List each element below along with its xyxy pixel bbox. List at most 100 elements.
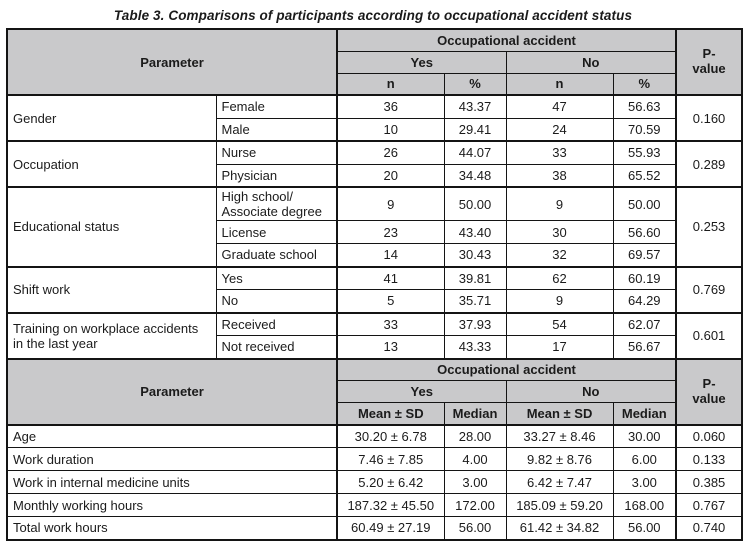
value-cell: 30.20 ± 6.78	[336, 424, 445, 448]
value-cell: 43.33	[443, 335, 507, 359]
value-cell: 9	[336, 186, 445, 221]
row-label: License	[215, 220, 338, 244]
value-cell: 70.59	[612, 117, 677, 142]
value-cell: 10	[336, 117, 445, 142]
value-cell: 43.40	[443, 220, 507, 244]
row-label-work-duration: Work duration	[6, 447, 338, 471]
p-value-cell: 0.160	[675, 94, 743, 142]
value-cell: 14	[336, 243, 445, 267]
header-mean-sd-no: Mean ± SD	[505, 402, 614, 426]
value-cell: 33	[336, 311, 445, 336]
value-cell: 43.37	[443, 94, 507, 119]
value-cell: 13	[336, 335, 445, 359]
value-cell: 29.41	[443, 117, 507, 142]
value-cell: 7.46 ± 7.85	[336, 447, 445, 471]
value-cell: 47	[505, 94, 614, 119]
value-cell: 33.27 ± 8.46	[505, 424, 614, 448]
value-cell: 5.20 ± 6.42	[336, 470, 445, 494]
value-cell: 32	[505, 243, 614, 267]
value-cell: 50.00	[443, 186, 507, 221]
p-value-cell: 0.289	[675, 140, 743, 188]
value-cell: 30.43	[443, 243, 507, 267]
row-label: Female	[215, 94, 338, 119]
group-label-educational-status: Educational status	[6, 186, 217, 267]
value-cell: 30	[505, 220, 614, 244]
value-cell: 4.00	[443, 447, 507, 471]
header-n-no: n	[505, 72, 614, 96]
value-cell: 36	[336, 94, 445, 119]
value-cell: 30.00	[612, 424, 677, 448]
value-cell: 28.00	[443, 424, 507, 448]
header-median-yes: Median	[443, 402, 507, 426]
header-occupational-accident: Occupational accident	[336, 28, 677, 52]
row-label-age: Age	[6, 424, 338, 448]
header-median-no: Median	[612, 402, 677, 426]
value-cell: 6.42 ± 7.47	[505, 470, 614, 494]
header-yes: Yes	[336, 50, 507, 74]
row-label: Yes	[215, 265, 338, 290]
value-cell: 65.52	[612, 163, 677, 188]
value-cell: 3.00	[443, 470, 507, 494]
group-label-shift-work: Shift work	[6, 265, 217, 313]
value-cell: 61.42 ± 34.82	[505, 516, 614, 540]
value-cell: 41	[336, 265, 445, 290]
value-cell: 5	[336, 289, 445, 313]
value-cell: 50.00	[612, 186, 677, 221]
value-cell: 38	[505, 163, 614, 188]
value-cell: 33	[505, 140, 614, 165]
row-label: Nurse	[215, 140, 338, 165]
group-label-gender: Gender	[6, 94, 217, 142]
value-cell: 39.81	[443, 265, 507, 290]
group-label-occupation: Occupation	[6, 140, 217, 188]
p-value-cell: 0.740	[675, 516, 743, 540]
value-cell: 23	[336, 220, 445, 244]
value-cell: 56.60	[612, 220, 677, 244]
header2-parameter: Parameter	[6, 357, 338, 426]
p-value-cell: 0.767	[675, 493, 743, 517]
value-cell: 3.00	[612, 470, 677, 494]
p-value-cell: 0.133	[675, 447, 743, 471]
value-cell: 60.19	[612, 265, 677, 290]
header2-p-value: P- value	[675, 357, 743, 426]
value-cell: 24	[505, 117, 614, 142]
header-no: No	[505, 50, 677, 74]
row-label: High school/​Associate degree	[215, 186, 338, 221]
group-label-training: Training on workplace accidents in the l…	[6, 311, 217, 359]
value-cell: 6.00	[612, 447, 677, 471]
row-label-monthly-hours: Monthly working hours	[6, 493, 338, 517]
value-cell: 26	[336, 140, 445, 165]
p-value-cell: 0.060	[675, 424, 743, 448]
comparison-table: Parameter Occupational accident P- value…	[6, 28, 744, 541]
p-value-cell: 0.385	[675, 470, 743, 494]
value-cell: 9	[505, 186, 614, 221]
row-label: Not received	[215, 335, 338, 359]
value-cell: 17	[505, 335, 614, 359]
value-cell: 69.57	[612, 243, 677, 267]
row-label: Male	[215, 117, 338, 142]
row-label: Graduate school	[215, 243, 338, 267]
header2-yes: Yes	[336, 380, 507, 403]
header-percent-yes: %	[443, 72, 507, 96]
row-label: No	[215, 289, 338, 313]
p-value-cell: 0.601	[675, 311, 743, 359]
value-cell: 20	[336, 163, 445, 188]
value-cell: 56.00	[443, 516, 507, 540]
header-percent-no: %	[612, 72, 677, 96]
value-cell: 60.49 ± 27.19	[336, 516, 445, 540]
row-label-total-hours: Total work hours	[6, 516, 338, 540]
value-cell: 172.00	[443, 493, 507, 517]
header-mean-sd-yes: Mean ± SD	[336, 402, 445, 426]
header-p-value: P- value	[675, 28, 743, 96]
value-cell: 54	[505, 311, 614, 336]
value-cell: 55.93	[612, 140, 677, 165]
value-cell: 185.09 ± 59.20	[505, 493, 614, 517]
value-cell: 187.32 ± 45.50	[336, 493, 445, 517]
value-cell: 44.07	[443, 140, 507, 165]
row-label-internal-medicine: Work in internal medicine units	[6, 470, 338, 494]
value-cell: 34.48	[443, 163, 507, 188]
value-cell: 56.67	[612, 335, 677, 359]
row-label: Received	[215, 311, 338, 336]
value-cell: 37.93	[443, 311, 507, 336]
row-label: Physician	[215, 163, 338, 188]
header-parameter: Parameter	[6, 28, 338, 96]
